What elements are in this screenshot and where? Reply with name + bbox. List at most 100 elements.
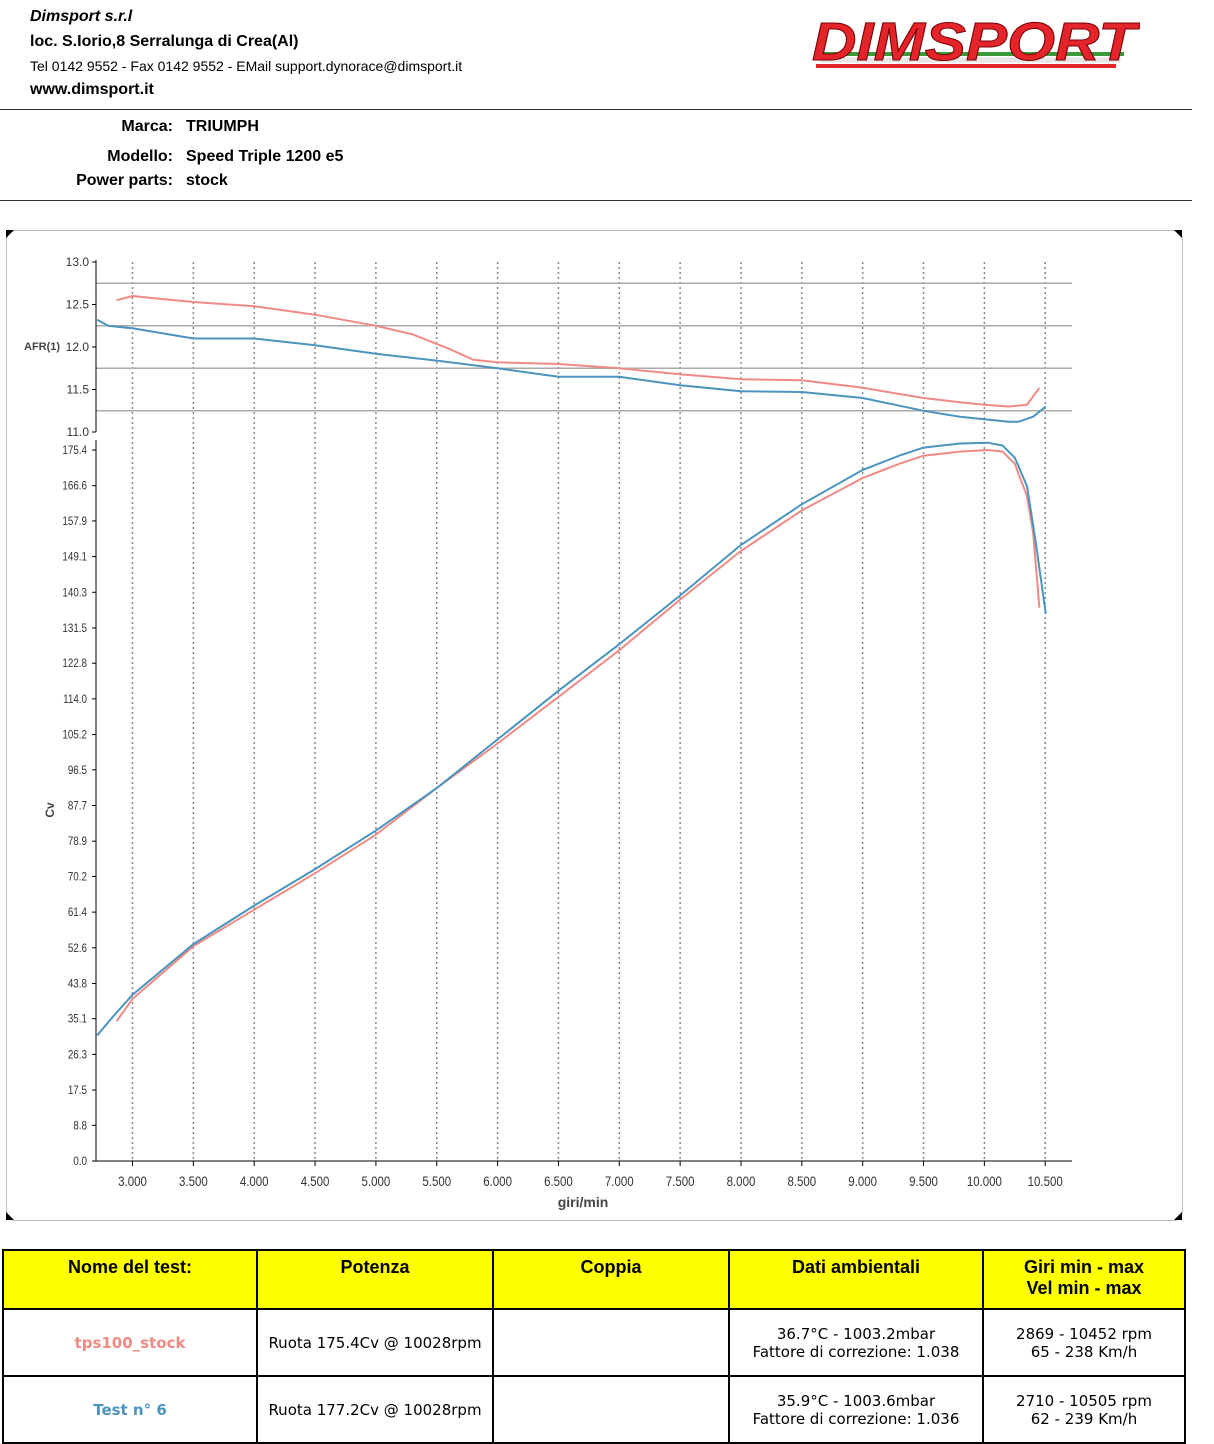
power-y-tick-label: 131.5 bbox=[62, 622, 87, 635]
afr-y-tick-label: 13.0 bbox=[66, 255, 90, 269]
row2-giri-vel: 2710 - 10505 rpm 62 - 239 Km/h bbox=[982, 1375, 1186, 1444]
parts-label: Power parts: bbox=[76, 172, 173, 189]
company-address: loc. S.Iorio,8 Serralunga di Crea(Al) bbox=[30, 33, 299, 50]
frame-corner bbox=[6, 230, 14, 238]
frame-corner bbox=[6, 1212, 14, 1220]
vehicle-divider bbox=[0, 200, 1192, 201]
chart-series bbox=[96, 294, 1047, 1036]
results-header-row: Nome del test: Potenza Coppia Dati ambie… bbox=[2, 1249, 1186, 1310]
afr-line-test-6 bbox=[96, 318, 1047, 423]
power-y-tick-label: 157.9 bbox=[62, 515, 87, 528]
row1-coppia bbox=[492, 1308, 730, 1377]
row2-name: Test n° 6 bbox=[2, 1375, 258, 1444]
row1-name: tps100_stock bbox=[2, 1308, 258, 1377]
power-y-tick-label: 78.9 bbox=[68, 835, 87, 848]
row2-potenza: Ruota 177.2Cv @ 10028rpm bbox=[256, 1375, 494, 1444]
chart-frame bbox=[6, 230, 1183, 1221]
row2-coppia bbox=[492, 1375, 730, 1444]
header-potenza: Potenza bbox=[256, 1249, 494, 1310]
row2-giri: 2710 - 10505 rpm bbox=[1016, 1391, 1152, 1410]
logo-text: DIMSPORT bbox=[812, 12, 1140, 72]
x-tick-label: 8.500 bbox=[787, 1173, 816, 1189]
modello-value: Speed Triple 1200 e5 bbox=[186, 148, 344, 165]
power-y-tick-label: 175.4 bbox=[62, 444, 87, 457]
row1-potenza: Ruota 175.4Cv @ 10028rpm bbox=[256, 1308, 494, 1377]
power-y-tick-label: 35.1 bbox=[68, 1013, 87, 1026]
header-divider bbox=[0, 109, 1192, 110]
x-tick-label: 5.000 bbox=[362, 1173, 391, 1189]
header-vel: Vel min - max bbox=[1026, 1278, 1142, 1298]
afr-line-tps100-stock bbox=[116, 294, 1041, 408]
power-line-test-6 bbox=[96, 441, 1047, 1036]
x-tick-label: 7.000 bbox=[605, 1173, 634, 1189]
row2-ambientali: 35.9°C - 1003.6mbar Fattore di correzione… bbox=[728, 1375, 984, 1444]
power-y-tick-label: 149.1 bbox=[62, 551, 87, 564]
x-tick-label: 5.500 bbox=[422, 1173, 451, 1189]
row1-amb2: Fattore di correzione: 1.038 bbox=[752, 1342, 960, 1361]
header-ambientali: Dati ambientali bbox=[728, 1249, 984, 1310]
table-row: tps100_stock Ruota 175.4Cv @ 10028rpm 36… bbox=[2, 1308, 1186, 1377]
power-y-tick-label: 70.2 bbox=[68, 871, 87, 884]
x-tick-label: 7.500 bbox=[666, 1173, 695, 1189]
x-tick-label: 9.500 bbox=[909, 1173, 938, 1189]
company-website: www.dimsport.it bbox=[30, 81, 154, 98]
power-axis-label: Cv bbox=[43, 802, 57, 818]
power-y-tick-label: 17.5 bbox=[68, 1084, 87, 1097]
parts-value: stock bbox=[186, 172, 228, 189]
chart-axes: 3.000 3.500 4.000 4.500 5.000 5.500 6.000 6.500… bbox=[62, 255, 1072, 1189]
afr-axis-label: AFR(1) bbox=[24, 341, 60, 353]
header-coppia: Coppia bbox=[492, 1249, 730, 1310]
header-giri: Giri min - max bbox=[1023, 1257, 1145, 1277]
header-giri-vel: Giri min - max Vel min - max bbox=[982, 1249, 1186, 1310]
results-table: Nome del test: Potenza Coppia Dati ambie… bbox=[2, 1249, 1186, 1444]
x-tick-label: 6.000 bbox=[483, 1173, 512, 1189]
frame-corner bbox=[1174, 230, 1182, 238]
power-y-tick-label: 87.7 bbox=[68, 800, 87, 813]
power-y-tick-label: 0.0 bbox=[73, 1155, 87, 1168]
x-tick-label: 4.000 bbox=[240, 1173, 269, 1189]
x-tick-label: 8.000 bbox=[727, 1173, 756, 1189]
power-line-tps100-stock bbox=[115, 448, 1041, 1022]
x-tick-label: 10.500 bbox=[1028, 1173, 1063, 1189]
header-test-name: Nome del test: bbox=[2, 1249, 258, 1310]
row2-amb1: 35.9°C - 1003.6mbar bbox=[776, 1391, 936, 1410]
row1-giri-vel: 2869 - 10452 rpm 65 - 238 Km/h bbox=[982, 1308, 1186, 1377]
x-axis-label: giri/min bbox=[558, 1194, 609, 1210]
afr-y-tick-label: 12.0 bbox=[66, 340, 90, 354]
power-y-tick-label: 8.8 bbox=[73, 1119, 87, 1132]
company-contacts: Tel 0142 9552 - Fax 0142 9552 - EMail su… bbox=[30, 58, 463, 74]
frame-corner bbox=[1174, 1212, 1182, 1220]
x-tick-label: 9.000 bbox=[848, 1173, 877, 1189]
afr-y-tick-label: 11.5 bbox=[67, 383, 90, 397]
row2-amb2: Fattore di correzione: 1.036 bbox=[752, 1409, 960, 1428]
x-tick-label: 3.000 bbox=[118, 1173, 147, 1189]
x-tick-label: 4.500 bbox=[301, 1173, 330, 1189]
power-y-tick-label: 105.2 bbox=[62, 729, 87, 742]
power-y-tick-label: 122.8 bbox=[62, 657, 87, 670]
chart-grid bbox=[96, 262, 1072, 1161]
afr-y-tick-label: 11.0 bbox=[67, 425, 90, 439]
power-y-tick-label: 61.4 bbox=[68, 906, 87, 919]
row2-vel: 62 - 239 Km/h bbox=[1030, 1409, 1138, 1428]
marca-value: TRIUMPH bbox=[186, 118, 259, 135]
row1-giri: 2869 - 10452 rpm bbox=[1016, 1324, 1152, 1343]
afr-y-tick-label: 12.5 bbox=[66, 298, 90, 312]
row1-vel: 65 - 238 Km/h bbox=[1030, 1342, 1138, 1361]
power-y-tick-label: 26.3 bbox=[68, 1049, 87, 1062]
power-y-tick-label: 43.8 bbox=[68, 978, 87, 991]
power-y-tick-label: 52.6 bbox=[68, 942, 87, 955]
power-y-tick-label: 166.6 bbox=[62, 480, 87, 493]
row1-ambientali: 36.7°C - 1003.2mbar Fattore di correzione… bbox=[728, 1308, 984, 1377]
table-row: Test n° 6 Ruota 177.2Cv @ 10028rpm 35.9°… bbox=[2, 1375, 1186, 1444]
power-y-tick-label: 96.5 bbox=[68, 764, 87, 777]
x-tick-label: 10.000 bbox=[967, 1173, 1002, 1189]
dyno-chart: 3.000 3.500 4.000 4.500 5.000 5.500 6.000 6.500… bbox=[6, 230, 1182, 1220]
x-tick-label: 3.500 bbox=[179, 1173, 208, 1189]
power-y-tick-label: 114.0 bbox=[63, 693, 87, 706]
company-name: Dimsport s.r.l bbox=[30, 8, 133, 25]
dimsport-logo: DIMSPORT bbox=[812, 12, 1141, 73]
marca-label: Marca: bbox=[121, 118, 173, 135]
power-y-tick-label: 140.3 bbox=[62, 586, 87, 599]
row1-amb1: 36.7°C - 1003.2mbar bbox=[776, 1324, 936, 1343]
x-tick-label: 6.500 bbox=[544, 1173, 573, 1189]
